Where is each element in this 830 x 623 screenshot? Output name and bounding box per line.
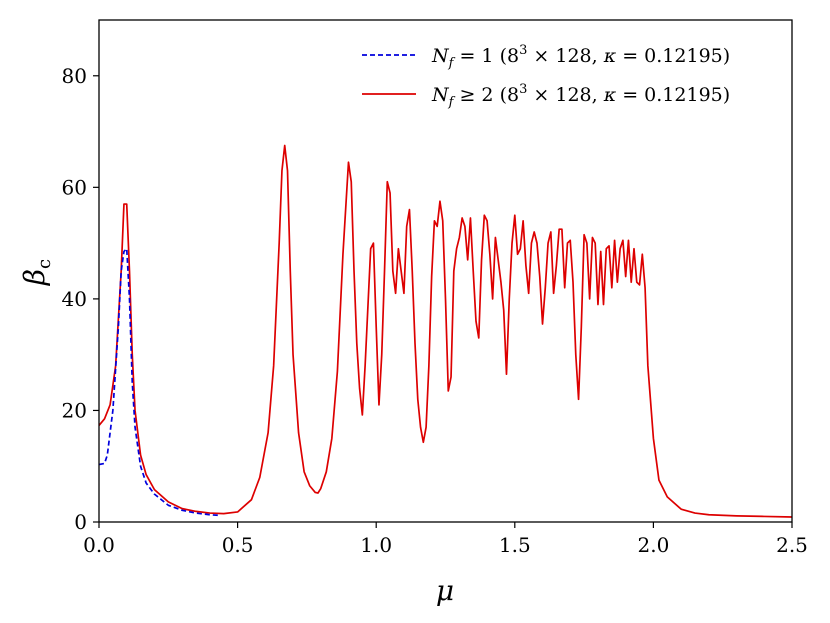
x-tick-label: 1.0 — [360, 533, 392, 557]
y-axis-label-symbol: β — [18, 269, 51, 286]
x-tick-label: 0.0 — [83, 533, 115, 557]
plot-frame — [98, 19, 793, 523]
plot-area — [98, 19, 793, 523]
y-axis-label-subscript: c — [34, 259, 55, 269]
x-tick-label: 0.5 — [222, 533, 254, 557]
x-tick-label: 2.0 — [637, 533, 669, 557]
x-tick-label: 2.5 — [776, 533, 808, 557]
series-layer — [99, 144, 792, 518]
legend: Nf = 1 (83 × 128, κ = 0.12195) Nf ≥ 2 (83… — [362, 43, 730, 110]
legend-entry-2: Nf ≥ 2 (83 × 128, κ = 0.12195) — [431, 82, 730, 110]
y-axis: 0 20 40 60 80 — [62, 64, 99, 534]
series-line-1 — [99, 247, 219, 517]
y-tick-label: 20 — [62, 398, 87, 422]
y-axis-label: βc — [18, 259, 55, 286]
legend-entry-1: Nf = 1 (83 × 128, κ = 0.12195) — [431, 43, 730, 71]
y-tick-label: 80 — [62, 64, 87, 88]
y-tick-label: 60 — [62, 175, 87, 199]
x-tick-label: 1.5 — [499, 533, 531, 557]
series-line-2 — [99, 144, 792, 518]
x-axis: 0.0 0.5 1.0 1.5 2.0 2.5 — [83, 522, 808, 557]
y-tick-label: 40 — [62, 287, 87, 311]
y-tick-label: 0 — [74, 510, 87, 534]
x-axis-label: μ — [436, 574, 454, 607]
